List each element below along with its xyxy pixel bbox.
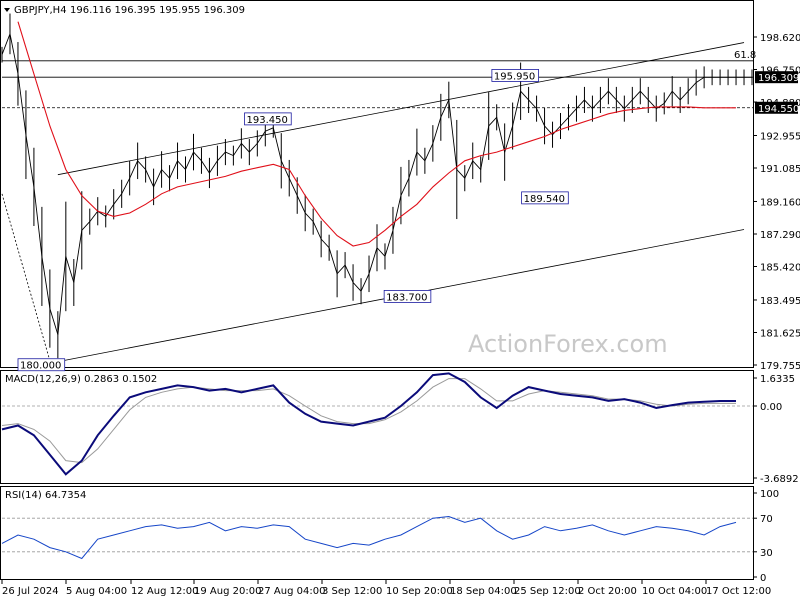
channel-upper-line <box>57 42 745 176</box>
channel-dotted-line <box>1 193 51 361</box>
time-tick-label-7: 18 Sep 04:00 <box>450 586 517 597</box>
price-tick-label-10: 179.755 <box>760 361 800 372</box>
key-point-label-0: 180.000 <box>20 361 61 372</box>
price-tick-label-9: 181.625 <box>760 328 800 339</box>
time-tick-label-4: 27 Aug 04:00 <box>258 586 325 597</box>
time-tick-label-1: 5 Aug 04:00 <box>66 586 127 597</box>
symbol-timeframe: GBPJPY,H4 <box>14 5 67 16</box>
key-point-label-3: 195.950 <box>494 71 535 82</box>
rsi-title: RSI(14) 64.7354 <box>5 490 86 501</box>
rsi-tick-label-2: 30 <box>760 548 773 559</box>
macd-signal-line <box>1 378 736 464</box>
time-tick-label-9: 2 Oct 20:00 <box>578 586 637 597</box>
time-tick-label-8: 25 Sep 12:00 <box>514 586 581 597</box>
macd-tick-label-1: 0.00 <box>760 402 782 413</box>
time-tick-label-0: 26 Jul 2024 <box>2 586 59 597</box>
key-point-label-4: 189.540 <box>524 194 565 205</box>
price-tick-label-6: 187.290 <box>760 230 800 241</box>
macd-title: MACD(12,26,9) 0.2863 0.1502 <box>5 374 157 385</box>
key-point-box-1 <box>244 112 292 126</box>
time-tick-label-2: 12 Aug 12:00 <box>131 586 198 597</box>
time-tick-label-3: 19 Aug 20:00 <box>194 586 261 597</box>
axis-price-box-1 <box>755 71 798 84</box>
price-tick-label-0: 198.620 <box>760 33 800 44</box>
macd-tick-label-0: 1.6335 <box>760 374 795 385</box>
key-point-label-2: 183.700 <box>386 292 427 303</box>
time-tick-label-11: 17 Oct 12:00 <box>706 586 771 597</box>
time-tick-label-5: 3 Sep 12:00 <box>322 586 382 597</box>
rsi-tick-label-0: 100 <box>760 489 779 500</box>
axis-price-box-2 <box>755 101 798 114</box>
price-tick-label-8: 183.495 <box>760 296 800 307</box>
key-point-box-2 <box>383 290 432 303</box>
triangle-down-icon <box>4 8 10 12</box>
price-tick-label-4: 191.085 <box>760 164 800 175</box>
rsi-panel-frame <box>0 486 754 580</box>
time-tick-label-10: 10 Oct 04:00 <box>642 586 707 597</box>
price-panel-frame <box>0 0 754 368</box>
key-point-label-1: 193.450 <box>247 115 288 126</box>
axis-layer: 198.620196.750194.880192.955191.085189.1… <box>1 33 800 597</box>
ohlc-readout: 196.116 196.395 195.955 196.309 <box>70 5 245 16</box>
macd-tick-label-2: -3.6892 <box>760 474 799 485</box>
rsi-tick-label-3: 0 <box>760 573 766 584</box>
key-point-box-4 <box>521 191 569 205</box>
macd-line <box>1 372 736 476</box>
rsi-layer <box>1 515 753 560</box>
key-point-box-0 <box>17 358 66 372</box>
price-tick-label-1: 196.750 <box>760 66 800 77</box>
price-bars <box>1 13 753 359</box>
watermark: ActionForex.com <box>468 330 668 358</box>
key-point-box-3 <box>491 69 539 82</box>
macd-panel-frame <box>0 370 754 484</box>
axis-price-label-2: 194.550 <box>758 104 799 115</box>
fib-label: 61.8 <box>734 50 756 61</box>
price-tick-label-3: 192.955 <box>760 131 800 142</box>
price-tick-label-5: 189.160 <box>760 197 800 208</box>
axis-price-label-1: 196.309 <box>758 73 799 84</box>
moving-average-line <box>17 21 736 247</box>
time-tick-label-6: 10 Sep 20:00 <box>386 586 453 597</box>
price-layer: 61.8 180.000 193.450 183.700 195.950 189.540 <box>1 13 756 372</box>
price-tick-label-7: 185.420 <box>760 263 800 274</box>
rsi-tick-label-1: 70 <box>760 514 773 525</box>
macd-layer <box>1 372 753 476</box>
rsi-line <box>1 515 737 560</box>
